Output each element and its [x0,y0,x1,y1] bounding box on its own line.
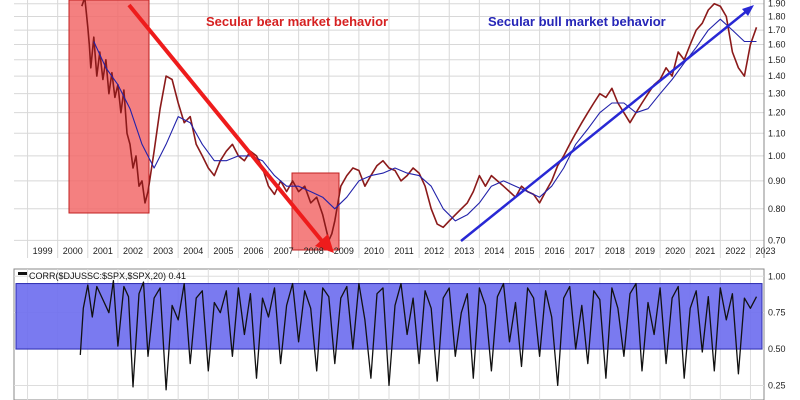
x-tick-label: 2002 [123,246,143,256]
y-tick-label: 1.60 [768,39,786,49]
x-tick-label: 2020 [665,246,685,256]
trend-arrows [127,3,754,253]
correlation-line [79,279,758,391]
x-tick-label: 2023 [755,246,775,256]
x-axis: 1999 2000 2001 2002 2003 2004 2005 2006 2007 2008… [33,246,776,256]
y-tick-label: 1.20 [768,108,786,118]
x-tick-label: 2014 [484,246,504,256]
x-tick-label: 2016 [545,246,565,256]
corr-y-tick-label: 1.00 [768,271,786,281]
y-tick-label: 0.70 [768,235,786,245]
x-tick-label: 2019 [635,246,655,256]
y-tick-label: 1.00 [768,151,786,161]
bear-highlight-box-2000-2002 [68,0,150,214]
x-tick-label: 2013 [454,246,474,256]
bull-trend-arrow [460,9,749,242]
price-series-lines [81,0,758,242]
corr-y-tick-label: 0.25 [768,380,786,390]
y-tick-label: 1.40 [768,71,786,81]
x-tick-label: 2009 [334,246,354,256]
y-tick-label: 1.70 [768,25,786,35]
bear-trend-arrow [127,3,328,248]
correlation-series [79,279,758,391]
moving-average-line [93,18,757,222]
correlation-panel: 0.25 0.50 0.75 1.00 CORR($DJUSSC:$SPX,$SPX,… [13,268,786,400]
x-tick-label: 2010 [364,246,384,256]
x-tick-label: 2004 [183,246,203,256]
correlation-legend-marker [18,272,27,275]
y-tick-label: 1.30 [768,89,786,99]
correlation-highlight-band [15,283,763,350]
x-tick-label: 2021 [695,246,715,256]
x-tick-label: 2001 [93,246,113,256]
y-tick-label: 1.50 [768,55,786,65]
y-tick-label: 0.80 [768,204,786,214]
y-tick-label: 1.80 [768,12,786,22]
price-ratio-panel: Secular bear market behavior Secular bul… [14,0,786,258]
x-tick-label: 2011 [394,246,413,256]
x-tick-label: 2017 [575,246,595,256]
x-tick-label: 2015 [515,246,535,256]
x-tick-label: 2007 [274,246,294,256]
x-tick-label: 2000 [63,246,83,256]
x-tick-label: 2006 [243,246,263,256]
y-tick-label: 1.90 [768,0,786,9]
bull-trend-arrowhead [742,5,754,16]
x-tick-label: 2022 [725,246,745,256]
x-tick-label: 2003 [153,246,173,256]
y-tick-label: 0.90 [768,176,786,186]
bear-trend-arrowhead [315,234,334,253]
highlight-boxes [68,0,340,251]
correlation-title: CORR($DJUSSC:$SPX,$SPX,20) 0.41 [29,271,186,281]
correlation-y-axis: 0.25 0.50 0.75 1.00 [768,271,786,390]
corr-y-tick-label: 0.75 [768,308,786,318]
x-tick-label: 2018 [605,246,625,256]
y-tick-label: 1.10 [768,128,786,138]
bull-annotation: Secular bull market behavior [488,14,666,29]
panel-separator [0,258,800,269]
bear-annotation: Secular bear market behavior [206,14,388,29]
x-tick-label: 2005 [213,246,233,256]
x-tick-label: 1999 [33,246,53,256]
ratio-price-line [81,0,758,242]
x-tick-label: 2008 [304,246,324,256]
y-axis-right: 0.70 0.80 0.90 1.00 1.10 1.20 1.30 1.40 1.50 1.60… [768,0,786,245]
x-tick-label: 2012 [424,246,444,256]
corr-y-tick-label: 0.50 [768,344,786,354]
